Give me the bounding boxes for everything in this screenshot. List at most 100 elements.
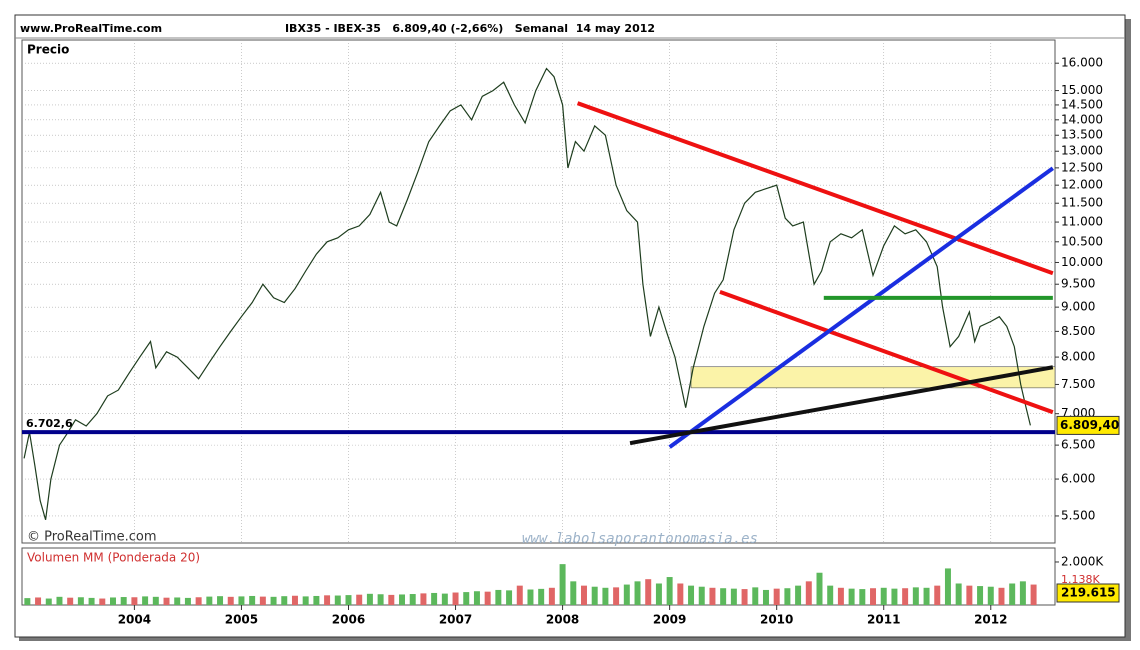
volume-bar: [441, 593, 448, 605]
volume-bar: [77, 597, 84, 605]
volume-bar: [548, 587, 555, 605]
y-tick-label: 13.500: [1061, 128, 1103, 142]
panel-title: Precio: [27, 43, 69, 57]
volume-bar: [356, 594, 363, 605]
volume-bar: [473, 591, 480, 605]
volume-bar: [109, 597, 116, 605]
volume-bar: [752, 587, 759, 605]
volume-bar: [313, 595, 320, 605]
volume-bar: [538, 588, 545, 605]
y-tick-label: 11.500: [1061, 196, 1103, 210]
watermark: www.labolsaporantonomasia.es: [522, 531, 758, 547]
volume-bar: [837, 587, 844, 605]
volume-bar: [645, 579, 652, 605]
volume-bar: [666, 577, 673, 605]
y-tick-label: 14.500: [1061, 97, 1103, 111]
header-title: IBX35 - IBEX-35 6.809,40 (-2,66%) Semana…: [285, 22, 655, 35]
volume-bar: [420, 593, 427, 605]
volume-bar: [345, 595, 352, 605]
volume-bar: [805, 581, 812, 605]
x-tick-label: 2006: [332, 613, 365, 627]
volume-bar: [762, 589, 769, 605]
volume-bar: [623, 584, 630, 605]
trend-line: [668, 166, 1055, 449]
volume-bar: [152, 596, 159, 605]
y-tick-label: 16.000: [1061, 56, 1103, 70]
volume-bar: [45, 598, 52, 605]
volume-bar: [741, 589, 748, 605]
volume-bar: [377, 594, 384, 605]
x-tick-label: 2005: [225, 613, 258, 627]
trend-line: [576, 101, 1054, 276]
ma-label: 1.138K: [1061, 573, 1100, 586]
volume-title: Volumen MM (Ponderada 20): [27, 551, 200, 565]
last-volume-box: [1056, 583, 1120, 603]
volume-bar: [120, 597, 127, 605]
volume-bar: [559, 564, 566, 605]
volume-bar: [698, 586, 705, 605]
y-tick-label: 2.000K: [1061, 554, 1104, 568]
volume-bar: [291, 595, 298, 605]
volume-bar: [324, 595, 331, 605]
volume-bar: [634, 581, 641, 605]
x-tick-label: 2008: [546, 613, 579, 627]
volume-bar: [366, 593, 373, 605]
volume-bar: [131, 597, 138, 605]
volume-bar: [1030, 584, 1037, 605]
y-tick-label: 8.000: [1061, 350, 1095, 364]
volume-bar: [388, 594, 395, 605]
volume-bar: [270, 596, 277, 605]
x-tick-label: 2009: [653, 613, 686, 627]
volume-bar: [1019, 581, 1026, 605]
x-tick-label: 2004: [118, 613, 151, 627]
volume-bar: [495, 589, 502, 605]
last-price-box: [1056, 415, 1120, 435]
volume-bar: [506, 590, 513, 605]
volume-bar: [163, 597, 170, 605]
volume-bar: [24, 598, 31, 605]
volume-bar: [484, 591, 491, 605]
volume-bar: [88, 597, 95, 605]
volume-bar: [217, 596, 224, 605]
volume-bar: [613, 587, 620, 605]
volume-bar: [902, 588, 909, 605]
volume-bar: [934, 585, 941, 605]
x-tick-label: 2010: [760, 613, 793, 627]
y-tick-label: 11.000: [1061, 215, 1103, 229]
volume-bar: [99, 598, 106, 605]
volume-bar: [966, 585, 973, 605]
volume-bar: [709, 587, 716, 605]
y-tick-label: 12.000: [1061, 178, 1103, 192]
y-tick-label: 9.500: [1061, 277, 1095, 291]
volume-bar: [259, 596, 266, 605]
price-panel: [21, 39, 1056, 544]
volume-bar: [570, 581, 577, 605]
y-tick-label: 15.000: [1061, 83, 1103, 97]
volume-bar: [912, 587, 919, 605]
y-tick-label: 6.000: [1061, 472, 1095, 486]
volume-bar: [238, 596, 245, 605]
y-tick-label: 12.500: [1061, 160, 1103, 174]
volume-bar: [677, 583, 684, 605]
last-price-label: 6.809,40: [1060, 418, 1119, 432]
volume-bar: [206, 596, 213, 605]
volume-bar: [452, 592, 459, 605]
volume-bar: [923, 587, 930, 605]
volume-bar: [399, 594, 406, 605]
volume-bar: [688, 585, 695, 605]
y-tick-label: 9.000: [1061, 300, 1095, 314]
volume-bar: [602, 587, 609, 605]
volume-bar: [816, 572, 823, 605]
volume-bar: [859, 589, 866, 605]
x-tick-label: 2011: [867, 613, 900, 627]
copyright: © ProRealTime.com: [27, 530, 157, 545]
volume-bar: [142, 596, 149, 605]
volume-bar: [56, 596, 63, 605]
volume-bar: [581, 585, 587, 605]
volume-bar: [334, 595, 341, 605]
volume-bar: [827, 585, 834, 605]
volume-bar: [227, 596, 234, 605]
last-volume-label: 219.615: [1061, 586, 1116, 600]
trend-line: [719, 289, 1054, 415]
